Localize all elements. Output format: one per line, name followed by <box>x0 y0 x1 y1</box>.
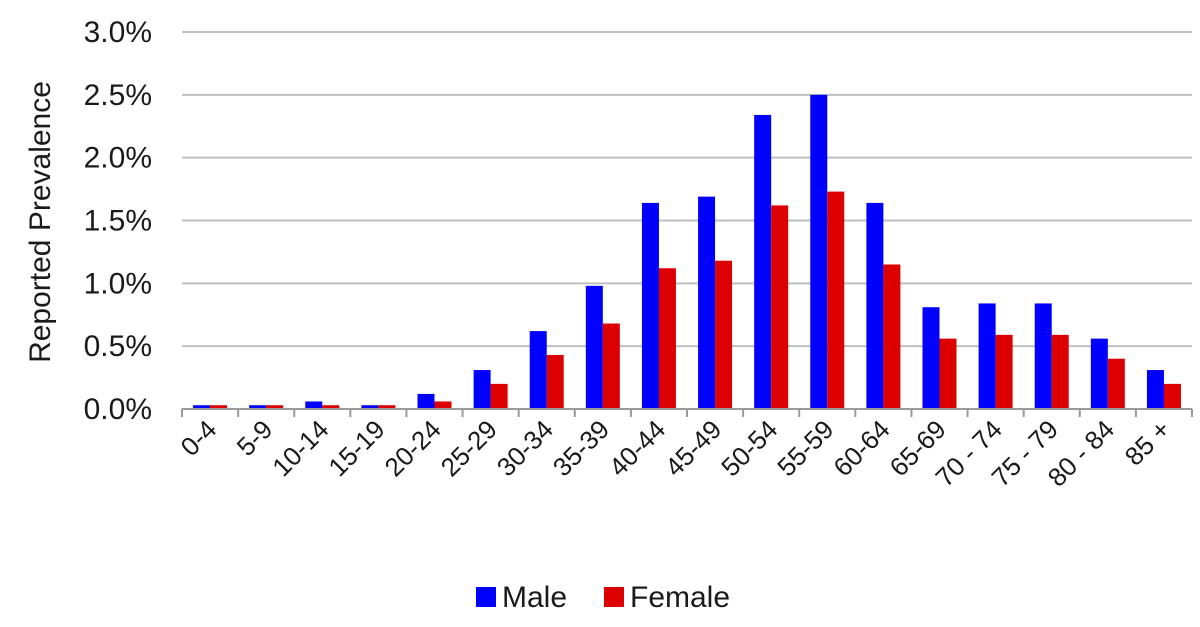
x-tick-label: 35-39 <box>547 414 615 482</box>
x-tick-label: 85 + <box>1119 414 1177 472</box>
x-tick-label: 45-49 <box>659 414 727 482</box>
bars <box>193 94 1181 409</box>
bar-male-25-29 <box>473 370 491 409</box>
bar-female-70-74 <box>995 334 1013 409</box>
x-tick-label: 15-19 <box>322 414 390 482</box>
bar-female-75-79 <box>1051 334 1069 409</box>
x-tick-label: 10-14 <box>266 414 334 482</box>
bar-female-25-29 <box>490 383 508 409</box>
bar-male-0-4 <box>193 405 211 409</box>
bar-male-55-59 <box>810 94 828 409</box>
axes <box>181 408 1193 417</box>
x-tick-label: 55-59 <box>771 414 839 482</box>
bar-male-75-79 <box>1034 303 1052 409</box>
y-tick-label: 0.0% <box>84 393 152 426</box>
bar-female-65-69 <box>939 338 957 409</box>
bar-male-60-64 <box>866 202 884 409</box>
bar-female-15-19 <box>378 405 396 409</box>
bar-male-10-14 <box>305 401 323 409</box>
bar-female-85+ <box>1163 383 1181 409</box>
x-tick-label: 25-29 <box>435 414 503 482</box>
bar-male-40-44 <box>641 202 659 409</box>
y-tick-label: 2.0% <box>84 142 152 175</box>
bar-male-85+ <box>1146 370 1164 409</box>
bar-female-40-44 <box>658 268 676 409</box>
bar-female-5-9 <box>266 405 284 409</box>
bar-female-10-14 <box>322 405 340 409</box>
bar-male-20-24 <box>417 393 435 409</box>
bar-female-45-49 <box>715 260 733 409</box>
bar-female-50-54 <box>771 205 789 409</box>
y-tick-label: 1.5% <box>84 205 152 238</box>
y-tick-label: 3.0% <box>84 16 152 49</box>
bar-female-30-34 <box>546 354 564 409</box>
labels: 0.0% 0.5% 1.0% 1.5% 2.0% 2.5% 3.0% 0-4 5-910-141… <box>84 16 1177 492</box>
y-tick-label: 0.5% <box>84 330 152 363</box>
bar-female-20-24 <box>434 401 452 409</box>
bar-male-50-54 <box>754 114 772 409</box>
bar-male-35-39 <box>585 285 603 409</box>
y-tick-label: 1.0% <box>84 267 152 300</box>
bar-male-30-34 <box>529 331 547 409</box>
bar-male-5-9 <box>249 405 267 409</box>
bar-male-15-19 <box>361 405 379 409</box>
legend-swatch-female <box>604 587 624 607</box>
bar-male-45-49 <box>698 196 716 409</box>
legend-swatch-male <box>476 587 496 607</box>
legend: Male Female <box>476 581 730 614</box>
x-tick-label: 40-44 <box>603 414 671 482</box>
bar-female-0-4 <box>210 405 228 409</box>
bar-female-35-39 <box>602 323 620 409</box>
bar-male-80-84 <box>1090 338 1108 409</box>
bar-male-65-69 <box>922 307 940 409</box>
x-tick-label: 0-4 <box>175 414 223 462</box>
legend-label-male: Male <box>502 581 567 614</box>
x-tick-label: 60-64 <box>827 414 895 482</box>
x-tick-label: 20-24 <box>379 414 447 482</box>
x-tick-label: 30-34 <box>491 414 559 482</box>
y-axis-title: Reported Prevalence <box>24 81 57 363</box>
bar-male-70-74 <box>978 303 996 409</box>
legend-label-female: Female <box>630 581 730 614</box>
bar-female-80-84 <box>1107 358 1125 409</box>
x-tick-label: 5-9 <box>231 414 279 462</box>
bar-female-55-59 <box>827 191 845 409</box>
x-tick-label: 50-54 <box>715 414 783 482</box>
gridlines <box>182 31 1192 348</box>
bar-female-60-64 <box>883 264 901 409</box>
y-tick-label: 2.5% <box>84 79 152 112</box>
